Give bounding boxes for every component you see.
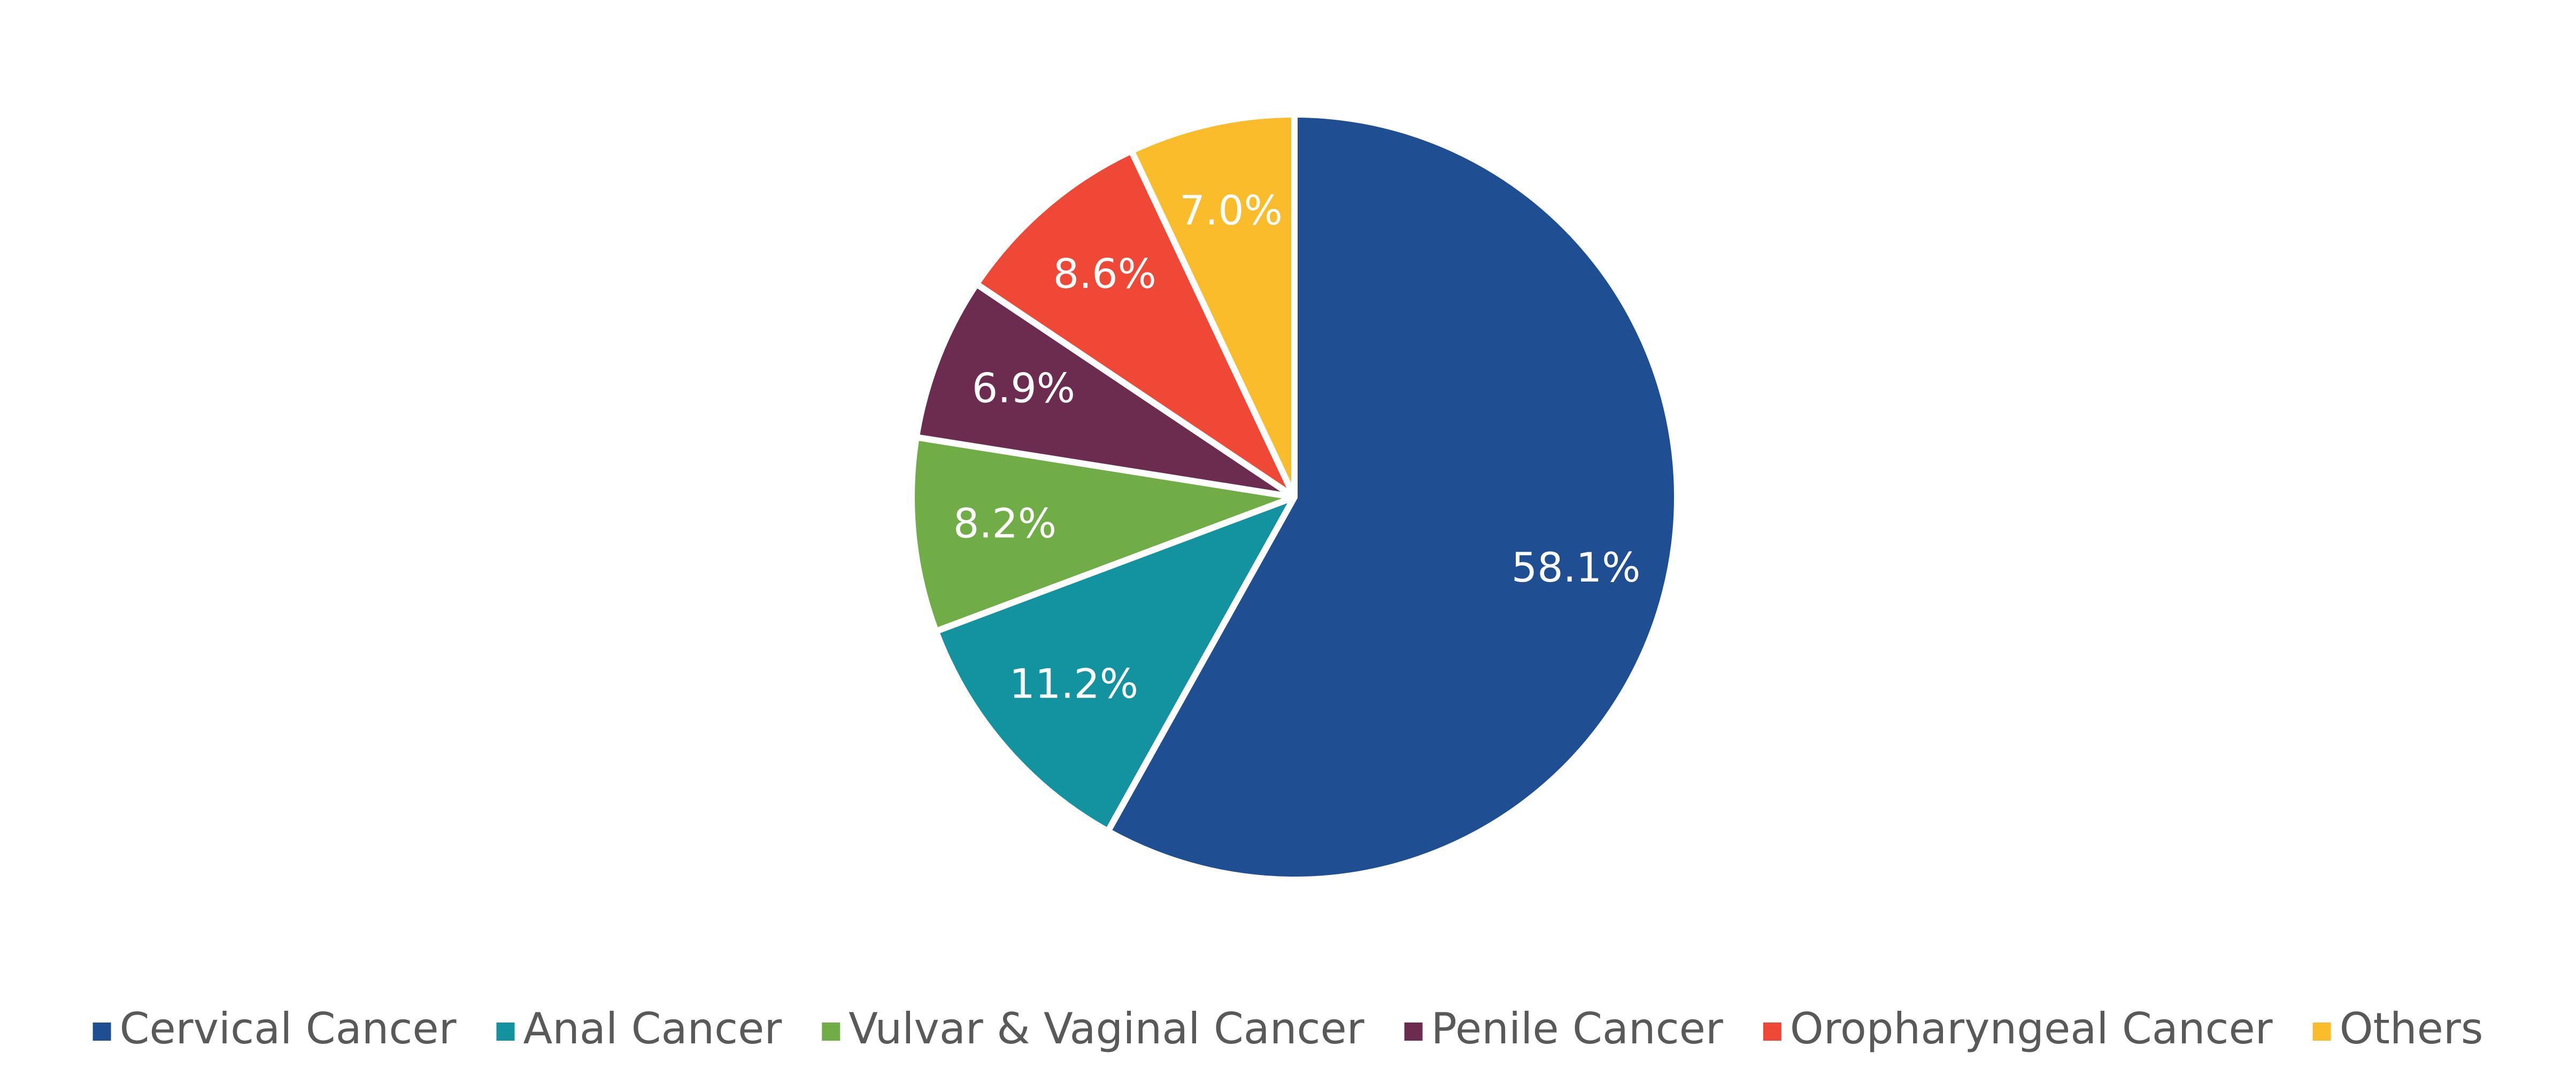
pie-slice xyxy=(973,148,1298,500)
legend-label: Anal Cancer xyxy=(523,1004,782,1054)
legend-label: Vulvar & Vaginal Cancer xyxy=(849,1004,1364,1054)
legend-marker xyxy=(1763,1023,1781,1041)
data-label: 8.2% xyxy=(953,500,1056,547)
legend-marker xyxy=(92,1023,111,1041)
legend-label: Oropharyngeal Cancer xyxy=(1790,1004,2273,1054)
legend-label: Others xyxy=(2340,1004,2484,1054)
data-label: 11.2% xyxy=(1009,660,1138,708)
pie-slice xyxy=(1128,111,1298,500)
data-label: 7.0% xyxy=(1179,187,1283,234)
legend: Cervical Cancer Anal Cancer Vulvar & Vagin… xyxy=(92,1004,2484,1054)
legend-marker xyxy=(2312,1023,2331,1041)
pie-slice xyxy=(1105,111,1680,883)
legend-marker xyxy=(822,1023,840,1041)
pie-slice xyxy=(932,494,1298,835)
pie-slice xyxy=(908,433,1298,634)
legend-marker xyxy=(496,1023,515,1041)
legend-marker xyxy=(1404,1023,1423,1041)
data-label: 6.9% xyxy=(972,364,1075,412)
data-label: 58.1% xyxy=(1511,544,1640,591)
data-label: 8.6% xyxy=(1053,250,1156,297)
pie-slice xyxy=(913,281,1298,500)
legend-label: Cervical Cancer xyxy=(120,1004,457,1054)
legend-label: Penile Cancer xyxy=(1431,1004,1723,1054)
